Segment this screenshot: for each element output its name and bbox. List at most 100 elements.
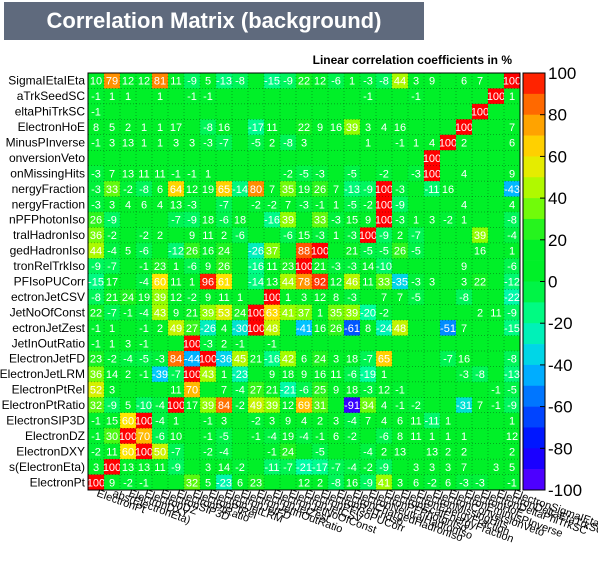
heatmap-cell [280,381,297,398]
heatmap-cell [200,397,217,414]
colorbar-tick-label: 40 [548,189,567,208]
cell-value-label: 3 [333,416,339,428]
cell-value-label: -9 [107,215,117,227]
heatmap-cell [136,381,153,398]
cell-value-label: -5 [507,385,517,397]
cell-value-label: -2 [107,354,117,366]
heatmap-cell [312,88,329,105]
heatmap-cell [120,150,137,166]
cell-value-label: -5 [347,199,357,211]
heatmap-cell [280,242,297,259]
heatmap-cell [152,134,169,151]
cell-value-label: -8 [235,76,245,88]
cell-value-label: -2 [379,168,389,180]
heatmap-cell [504,196,521,213]
cell-value-label: 16 [474,246,486,258]
cell-value-label: 7 [333,184,339,196]
heatmap-cell [104,181,121,197]
cell-value-label: 18 [202,215,214,227]
cell-value-label: 5 [205,477,211,489]
heatmap-cell [440,412,457,429]
cell-value-label: 2 [461,446,467,458]
y-tick-label: eltaPhiTrkSC [15,105,86,119]
cell-value-label: 4 [461,199,467,211]
heatmap-cell [184,73,201,89]
heatmap-cell [472,351,489,367]
heatmap-cell [360,443,377,460]
heatmap-cell [472,88,489,105]
heatmap-cell [152,88,169,105]
cell-value-label: -3 [203,138,213,150]
heatmap-cell [504,304,521,321]
heatmap-cell [168,73,185,89]
heatmap-cell [88,227,105,244]
cell-value-label: 12 [378,385,390,397]
heatmap-cell [152,181,169,197]
cell-value-label: 1 [109,323,115,335]
heatmap-cell [424,320,441,336]
heatmap-cell [392,412,409,429]
heatmap-cell [376,119,393,136]
heatmap-cell [472,181,489,197]
cell-value-label: -1 [507,477,517,489]
heatmap-cell [472,443,489,460]
cell-value-label: 44 [90,246,102,258]
heatmap-cell [504,273,521,290]
heatmap-cell [120,196,137,213]
cell-value-label: -9 [91,261,101,273]
cell-value-label: 1 [445,431,451,443]
cell-value-label: 11 [410,416,421,428]
cell-value-label: 16 [458,354,470,366]
cell-value-label: 1 [333,230,339,242]
heatmap-cell [184,258,201,275]
heatmap-cell [216,212,233,228]
cell-value-label: 5 [205,76,211,88]
heatmap-cell [360,212,377,228]
cell-value-label: -5 [363,246,373,258]
heatmap-cell [456,242,473,259]
cell-value-label: -5 [299,168,309,180]
heatmap-cell [328,459,345,475]
y-tick-label: s(ElectronEta) [9,460,85,474]
heatmap-cell [296,320,313,336]
cell-value-label: 35 [282,184,294,196]
heatmap-cell [312,397,329,414]
heatmap-cell [376,150,393,166]
heatmap-cell [376,412,393,429]
y-tick-label: onversionVeto [9,151,85,165]
cell-value-label: -1 [395,138,405,150]
heatmap-cell [248,412,265,429]
heatmap-cell [296,366,313,383]
heatmap-cell [296,212,313,228]
heatmap-cell [152,119,169,136]
heatmap-cell [376,88,393,105]
cell-value-label: -4 [267,431,277,443]
heatmap-cell [232,443,249,460]
cell-value-label: 79 [106,76,118,88]
heatmap-cell [440,196,457,213]
heatmap-cell [184,88,201,105]
cell-value-label: 100 [455,122,473,134]
cell-value-label: 60 [122,446,134,458]
heatmap-cell [168,196,185,213]
heatmap-cell [472,273,489,290]
cell-value-label: 39 [202,307,214,319]
cell-value-label: 15 [106,416,118,428]
cell-value-label: 12 [506,431,518,443]
heatmap-cell [360,304,377,321]
cell-value-label: -2 [363,199,373,211]
heatmap-cell [424,212,441,228]
heatmap-cell [88,150,105,166]
cell-value-label: -1 [203,91,213,103]
cell-value-label: 6 [141,199,147,211]
cell-value-label: -2 [235,400,245,412]
cell-value-label: -1 [187,168,197,180]
heatmap-cell [312,196,329,213]
heatmap-cell [280,320,297,336]
heatmap-cell [104,242,121,259]
cell-value-label: 3 [301,138,307,150]
colorbar-segment [523,198,545,220]
heatmap-cell [440,320,457,336]
heatmap-cell [104,119,121,136]
cell-value-label: -17 [312,462,328,474]
